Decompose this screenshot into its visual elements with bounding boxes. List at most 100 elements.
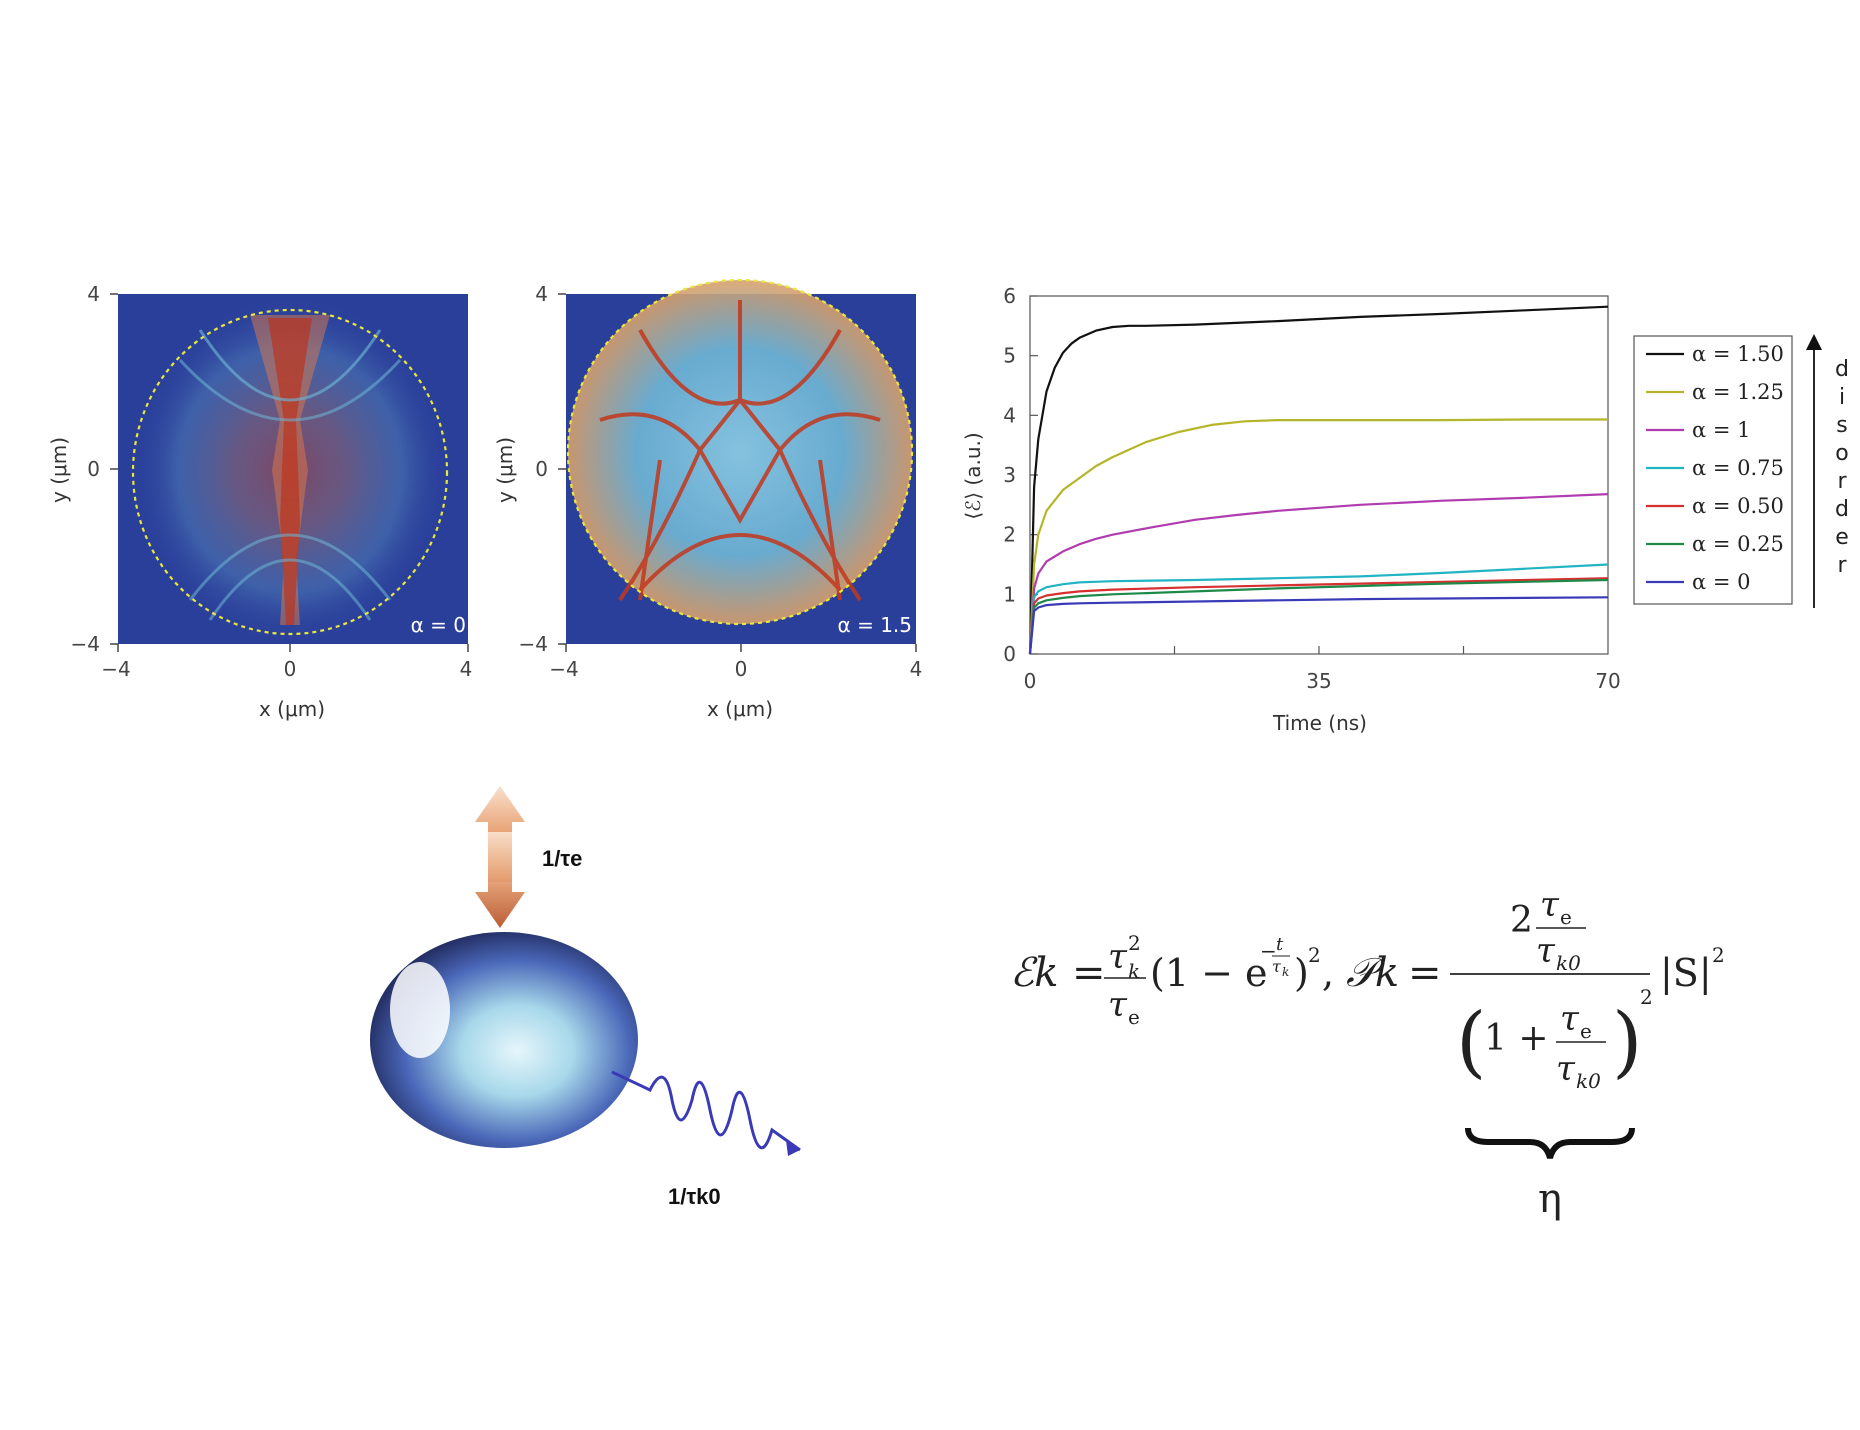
svg-text:e: e (1128, 1005, 1140, 1029)
y-tick: 4 (87, 282, 100, 306)
x-tick: −4 (549, 657, 578, 681)
alpha-label: α = 1.5 (838, 613, 912, 637)
svg-text:(: ( (1456, 997, 1486, 1087)
x-tick-label: 70 (1595, 669, 1620, 693)
svg-text:2: 2 (1712, 943, 1725, 967)
x-tick: 0 (284, 657, 297, 681)
series-line (1028, 577, 1609, 655)
y-tick-label: 2 (1003, 523, 1016, 547)
cavity-outline (566, 278, 914, 626)
svg-text:2: 2 (1640, 985, 1653, 1009)
eta-label: η (1538, 1176, 1562, 1222)
y-tick-label: 1 (1003, 582, 1016, 606)
y-tick-label: 4 (1003, 403, 1016, 427)
line-chart: 0 1 2 3 4 5 6 0 35 70 Time (ns) ⟨ℰ⟩ (a.u.) α = 1.… (961, 284, 1849, 735)
legend-label: α = 1 (1692, 418, 1751, 442)
svg-text:2: 2 (1128, 931, 1141, 955)
y-tick-label: 0 (1003, 642, 1016, 666)
svg-text:τ: τ (1536, 931, 1556, 971)
svg-text:|S|: |S| (1660, 951, 1712, 995)
svg-text:e: e (1580, 1019, 1592, 1043)
droplet-highlight (390, 962, 450, 1058)
rate-label-e: 1/τe (542, 846, 582, 871)
x-tick: −4 (101, 657, 130, 681)
heatmap-panel-alpha-0: α = 0 −4 0 4 4 0 −4 x (μm) y (μm) (47, 282, 472, 721)
svg-text:): ) (1294, 951, 1309, 995)
svg-text:τ: τ (1108, 985, 1128, 1025)
x-axis-label: x (μm) (259, 697, 325, 721)
y-tick-label: 6 (1003, 284, 1016, 308)
legend-label: α = 1.50 (1692, 342, 1784, 366)
equation-E-lhs: ℰk (1010, 950, 1058, 996)
svg-text:,: , (1322, 951, 1334, 995)
svg-text:=: = (1408, 950, 1442, 996)
legend-label: α = 0.50 (1692, 494, 1784, 518)
svg-text:τ: τ (1540, 885, 1560, 925)
series-line (1028, 493, 1609, 655)
y-axis-label: ⟨ℰ⟩ (a.u.) (961, 432, 985, 519)
svg-text:τ: τ (1272, 957, 1282, 976)
svg-text:k: k (1128, 959, 1140, 983)
heatmap-disc (568, 280, 912, 624)
series-line (1028, 418, 1608, 655)
svg-text:(1 − e: (1 − e (1150, 951, 1268, 995)
chart-ticks: 0 1 2 3 4 5 6 0 35 70 (1003, 284, 1620, 693)
x-tick-label: 0 (1024, 669, 1037, 693)
series-line (1028, 305, 1609, 655)
emission-wave (611, 1070, 801, 1152)
y-tick: 0 (535, 457, 548, 481)
y-tick: −4 (519, 632, 548, 656)
equation: ℰk = τ k 2 τ e (1 − e − t τ k ) 2 , 𝒫k =… (1010, 885, 1725, 1222)
underbrace (1465, 1127, 1635, 1159)
svg-text:2: 2 (1510, 900, 1533, 941)
resonator-diagram: 1/τe 1/τk0 (370, 786, 801, 1209)
svg-text:k0: k0 (1556, 951, 1581, 975)
rate-label-k0: 1/τk0 (668, 1184, 721, 1209)
svg-text:): ) (1612, 997, 1642, 1087)
legend-box (1633, 335, 1793, 605)
svg-text:τ: τ (1556, 1049, 1576, 1089)
heatmap-panel-alpha-1-5: α = 1.5 −4 0 4 4 0 −4 x (μm) y (μm) (493, 278, 923, 721)
caustic-network (599, 300, 881, 602)
equation-P-lhs: 𝒫k (1346, 950, 1399, 996)
series-line (1028, 596, 1609, 655)
svg-text:=: = (1072, 950, 1106, 996)
svg-text:−: − (1260, 939, 1277, 963)
cavity-outline (131, 308, 449, 636)
series-line (1028, 563, 1609, 655)
svg-text:τ: τ (1560, 999, 1580, 1039)
hourglass-beam (178, 315, 402, 625)
alpha-label: α = 0 (411, 613, 466, 637)
svg-text:t: t (1276, 934, 1284, 955)
legend-label: α = 0.75 (1692, 456, 1784, 480)
svg-text:e: e (1560, 905, 1572, 929)
coupling-arrow (475, 786, 525, 928)
svg-text:k0: k0 (1576, 1069, 1601, 1093)
svg-text:2: 2 (1308, 943, 1321, 967)
x-tick-label: 35 (1306, 669, 1331, 693)
y-tick: 4 (535, 282, 548, 306)
legend-label: α = 0 (1692, 570, 1751, 594)
y-tick: 0 (87, 457, 100, 481)
x-tick: 4 (460, 657, 473, 681)
y-axis-label: y (μm) (47, 437, 71, 503)
chart-lines (1028, 305, 1609, 655)
x-axis-label: Time (ns) (1272, 711, 1367, 735)
x-tick: 4 (910, 657, 923, 681)
svg-text:τ: τ (1108, 937, 1128, 977)
y-tick-label: 5 (1003, 344, 1016, 368)
legend-label: α = 1.25 (1692, 380, 1784, 404)
legend: α = 1.50 α = 1.25 α = 1 α = 0.75 α = 0.50 α =… (1646, 342, 1784, 594)
legend-label: α = 0.25 (1692, 532, 1784, 556)
y-tick: −4 (71, 632, 100, 656)
series-line (1028, 578, 1609, 655)
disorder-arrowhead (1806, 334, 1822, 350)
y-tick-label: 3 (1003, 463, 1016, 487)
svg-text:k: k (1282, 965, 1289, 979)
svg-text:1 +: 1 + (1484, 1018, 1549, 1059)
emission-arrowhead (786, 1140, 800, 1156)
x-tick: 0 (735, 657, 748, 681)
y-axis-label: y (μm) (493, 437, 517, 503)
